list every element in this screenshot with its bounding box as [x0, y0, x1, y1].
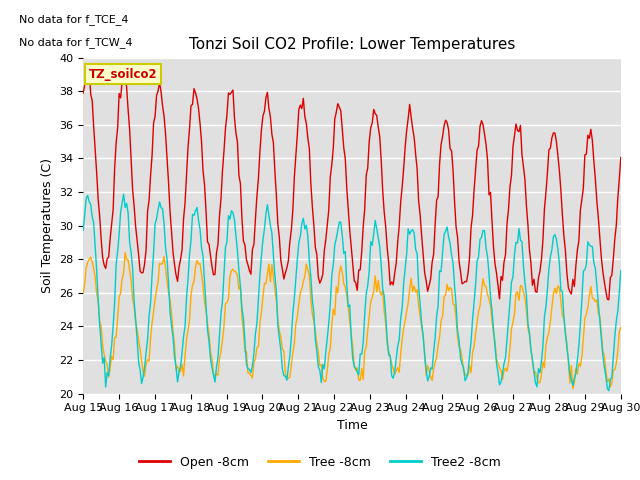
Line: Tree2 -8cm: Tree2 -8cm — [83, 194, 621, 391]
Line: Open -8cm: Open -8cm — [83, 64, 621, 300]
Tree -8cm — [259, 294, 267, 300]
Tree2 -8cm — [617, 268, 625, 274]
Tree2 -8cm — [120, 191, 127, 197]
Tree -8cm — [241, 349, 249, 355]
Tree -8cm — [617, 324, 625, 330]
Tree -8cm — [147, 336, 154, 341]
Open -8cm — [268, 132, 276, 137]
Open -8cm — [259, 113, 267, 119]
Text: TZ_soilco2: TZ_soilco2 — [88, 68, 157, 81]
Tree2 -8cm — [268, 230, 276, 236]
Open -8cm — [589, 138, 596, 144]
Tree -8cm — [590, 296, 598, 302]
Open -8cm — [617, 155, 625, 160]
Y-axis label: Soil Temperatures (C): Soil Temperatures (C) — [41, 158, 54, 293]
Tree2 -8cm — [316, 367, 324, 373]
Open -8cm — [241, 242, 249, 248]
Open -8cm — [147, 172, 154, 178]
Text: No data for f_TCE_4: No data for f_TCE_4 — [19, 14, 128, 25]
Tree -8cm — [268, 262, 276, 267]
Legend: Open -8cm, Tree -8cm, Tree2 -8cm: Open -8cm, Tree -8cm, Tree2 -8cm — [134, 451, 506, 474]
Open -8cm — [316, 280, 324, 286]
X-axis label: Time: Time — [337, 419, 367, 432]
Tree -8cm — [316, 363, 324, 369]
Tree2 -8cm — [589, 243, 596, 249]
Open -8cm — [605, 297, 612, 303]
Open -8cm — [84, 61, 92, 67]
Open -8cm — [79, 90, 87, 96]
Tree -8cm — [79, 290, 87, 296]
Line: Tree -8cm: Tree -8cm — [83, 252, 621, 389]
Title: Tonzi Soil CO2 Profile: Lower Temperatures: Tonzi Soil CO2 Profile: Lower Temperatur… — [189, 37, 515, 52]
Tree -8cm — [569, 386, 577, 392]
Tree2 -8cm — [241, 337, 249, 343]
Tree2 -8cm — [79, 228, 87, 233]
Tree -8cm — [122, 250, 129, 255]
Tree2 -8cm — [605, 388, 612, 394]
Tree2 -8cm — [147, 300, 154, 306]
Text: No data for f_TCW_4: No data for f_TCW_4 — [19, 37, 132, 48]
Tree2 -8cm — [259, 237, 267, 242]
